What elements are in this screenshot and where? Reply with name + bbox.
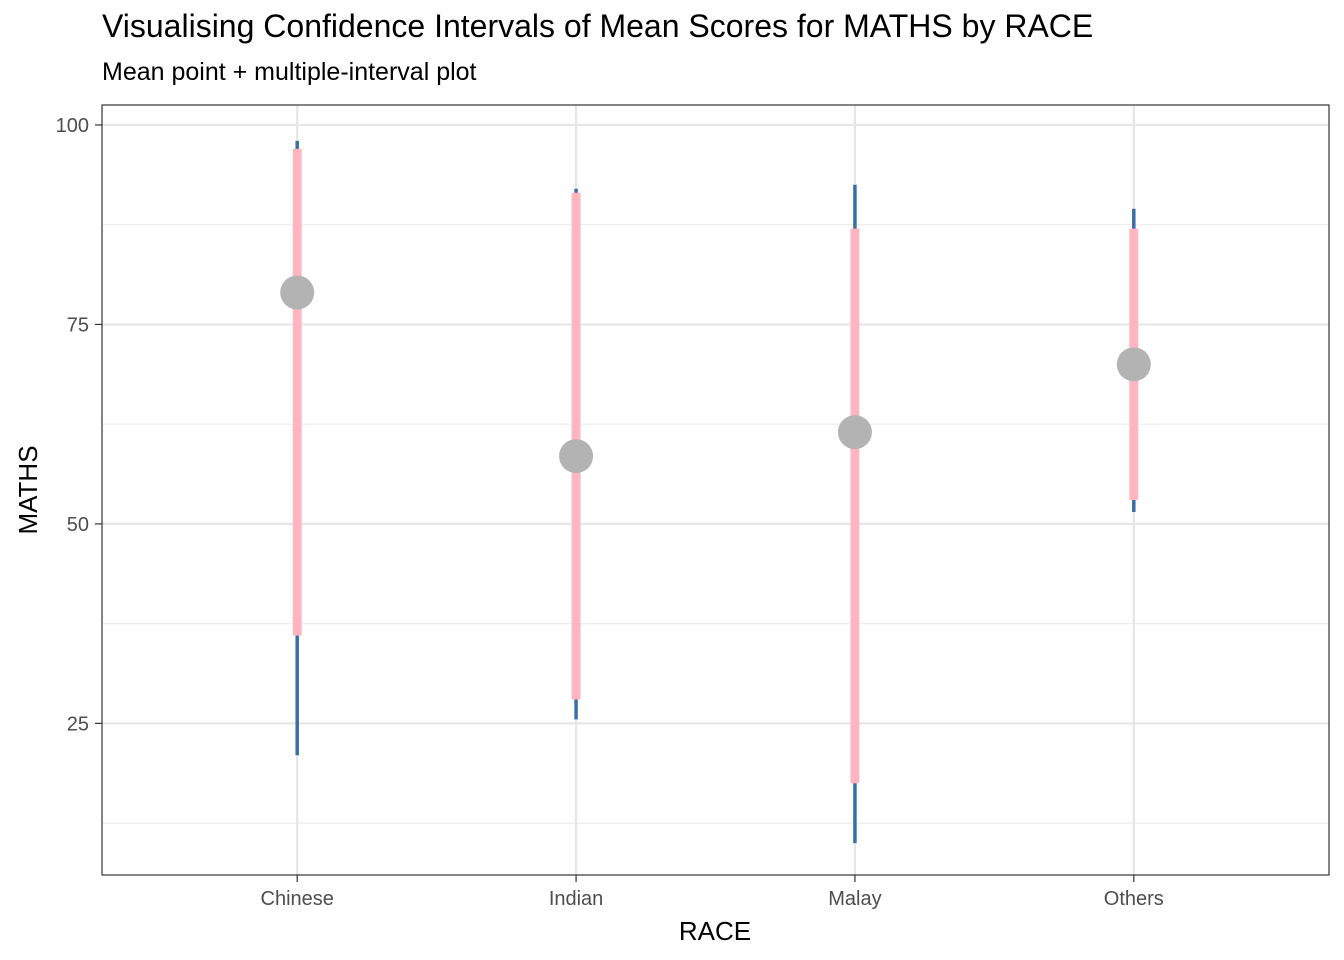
- mean-point-malay: [837, 415, 872, 450]
- mean-point-others: [1116, 347, 1151, 382]
- x-tick-label-indian: Indian: [549, 888, 604, 910]
- plot-panel: [102, 105, 1329, 875]
- y-tick-label: 25: [67, 713, 89, 735]
- y-tick-label: 100: [56, 115, 89, 137]
- x-tick-label-chinese: Chinese: [261, 888, 334, 910]
- x-axis: Chinese Indian Malay Others: [261, 875, 1164, 910]
- chart-subtitle: Mean point + multiple-interval plot: [102, 58, 477, 86]
- y-tick-label: 75: [67, 314, 89, 336]
- plot-border: [101, 104, 1330, 876]
- y-axis-title: MATHS: [13, 445, 43, 534]
- y-tick-label: 50: [67, 514, 89, 536]
- y-axis: 25 50 75 100: [56, 115, 102, 735]
- mean-point-chinese: [280, 275, 315, 310]
- x-axis-title: RACE: [679, 916, 751, 946]
- chart-title: Visualising Confidence Intervals of Mean…: [102, 8, 1094, 44]
- x-tick-label-malay: Malay: [828, 888, 881, 910]
- mean-point-indian: [559, 439, 594, 474]
- x-tick-label-others: Others: [1104, 888, 1164, 910]
- mean-points: [280, 275, 1151, 474]
